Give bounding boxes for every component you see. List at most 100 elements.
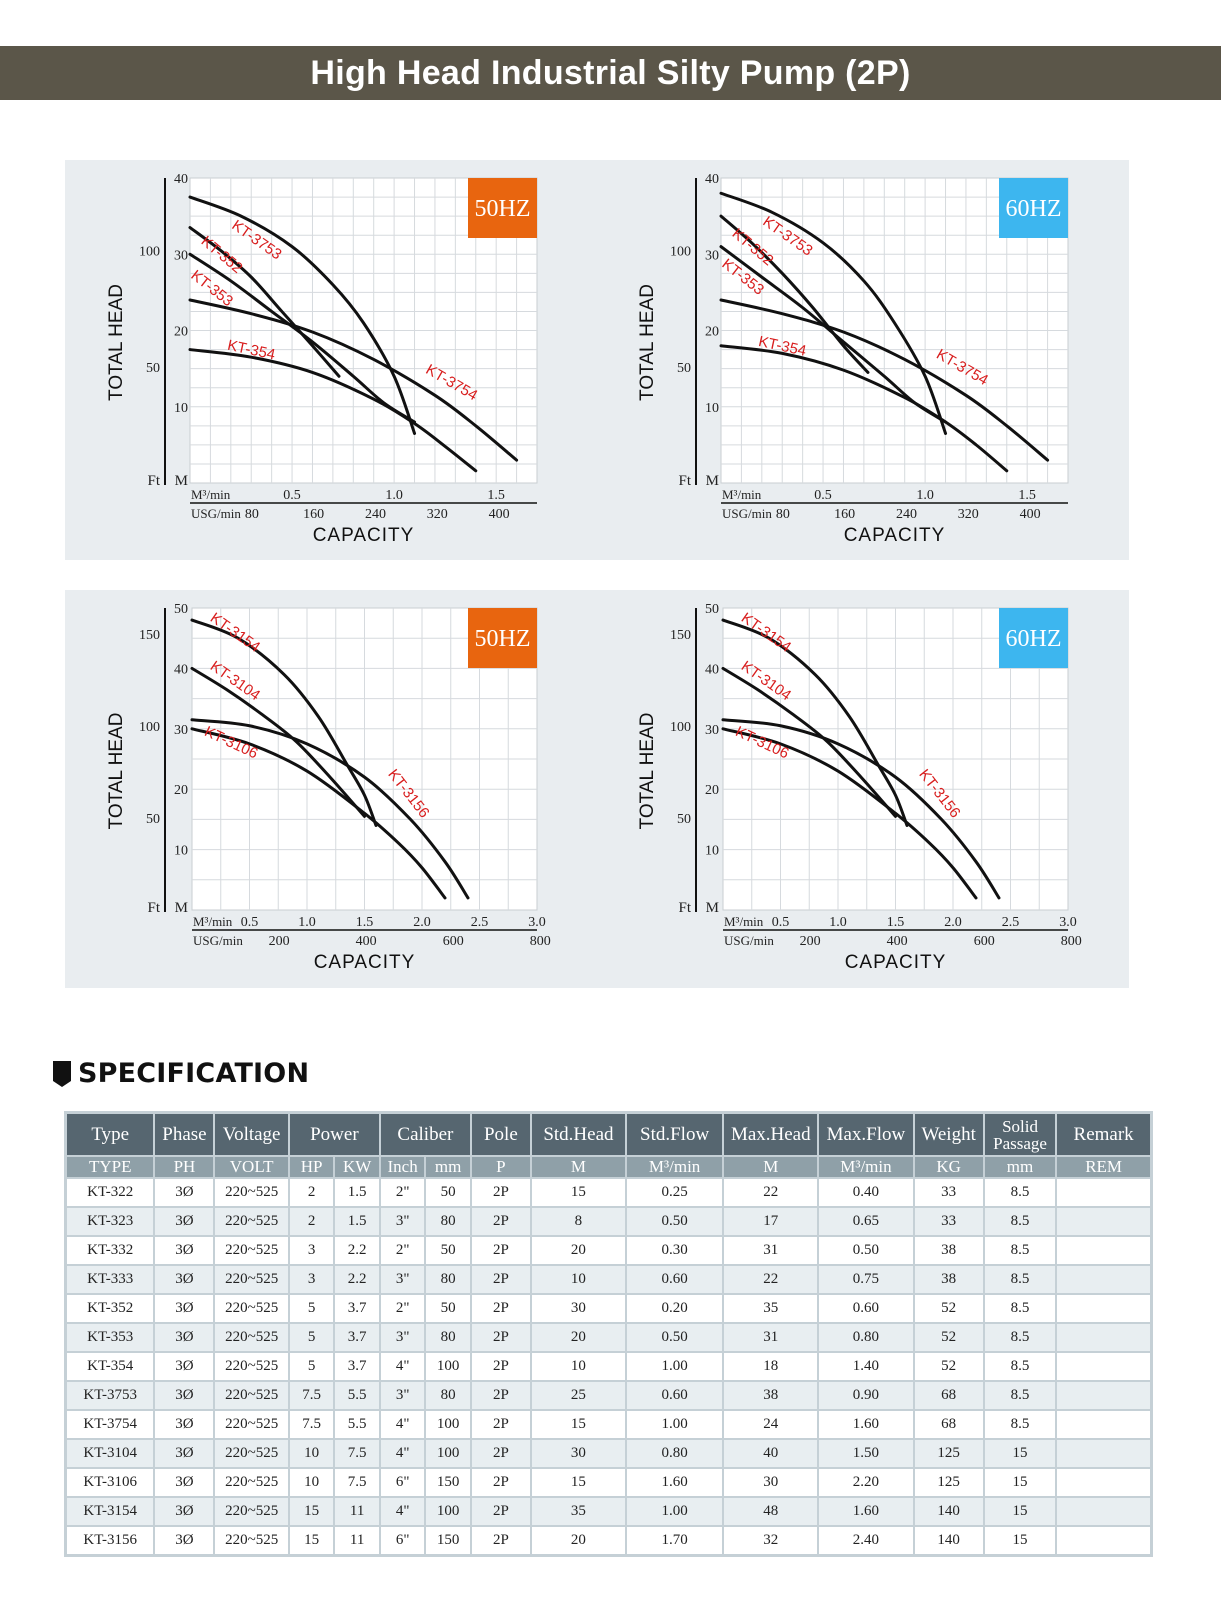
table-cell xyxy=(1055,1409,1153,1440)
x-unit-m3: M³/min xyxy=(191,487,231,502)
unit-header: P xyxy=(469,1155,532,1179)
x-tick-label-m3: 3.0 xyxy=(528,915,546,930)
table-cell: 80 xyxy=(424,1206,472,1237)
curve-kt-3156 xyxy=(190,718,470,900)
column-header: Max.Head xyxy=(722,1111,820,1157)
y-unit-ft: Ft xyxy=(678,473,691,489)
y-tick-label-m: 40 xyxy=(705,662,719,677)
column-header: Remark xyxy=(1055,1111,1153,1157)
table-cell: 8.5 xyxy=(982,1206,1058,1237)
table-cell: 50 xyxy=(424,1293,472,1324)
chart-large-60hz: TOTAL HEAD 10 20 30 40 50 M 50 100 150 Ft M³/min 0.5… xyxy=(637,602,1082,973)
x-tick-label-m3: 2.5 xyxy=(1002,915,1020,930)
curve-kt-354 xyxy=(719,344,1009,473)
table-cell: 25 xyxy=(529,1380,628,1411)
table-row: KT-3753 3Ø 220~525 7.5 5.5 3" 80 2P 25 0.60 38 0.90… xyxy=(64,1380,1153,1411)
table-cell: 7.5 xyxy=(287,1409,336,1440)
column-header: Std.Flow xyxy=(624,1111,725,1157)
table-cell: 68 xyxy=(912,1380,985,1411)
y-unit-m: M xyxy=(175,473,188,489)
table-cell: 3Ø xyxy=(153,1293,216,1324)
table-cell: 1.00 xyxy=(624,1351,725,1382)
table-cell: 3.7 xyxy=(333,1322,381,1353)
table-cell: KT-354 xyxy=(64,1351,156,1382)
x-tick-label-usg: 400 xyxy=(356,934,377,949)
x-tick-label-usg: 160 xyxy=(303,507,324,522)
table-cell: 0.50 xyxy=(624,1206,725,1237)
table-cell: 8.5 xyxy=(982,1380,1058,1411)
y-tick-label-ft: 50 xyxy=(146,361,160,376)
table-cell: 100 xyxy=(424,1409,472,1440)
table-cell: 3Ø xyxy=(153,1467,216,1498)
table-cell: 1.60 xyxy=(624,1467,725,1498)
column-header: Pole xyxy=(469,1111,532,1157)
table-cell: 0.75 xyxy=(817,1264,915,1295)
table-cell: 68 xyxy=(912,1409,985,1440)
y-tick-label-ft: 100 xyxy=(139,245,160,260)
frequency-badge-label: 50HZ xyxy=(475,626,531,652)
curve-kt-3754 xyxy=(188,298,519,462)
x-tick-label-m3: 2.0 xyxy=(413,915,431,930)
table-cell: 80 xyxy=(424,1264,472,1295)
table-cell: 7.5 xyxy=(287,1380,336,1411)
table-cell: 8.5 xyxy=(982,1322,1058,1353)
table-cell: 5 xyxy=(287,1293,336,1324)
y-tick-label-m: 30 xyxy=(705,248,719,263)
column-header: Solid Passage xyxy=(982,1111,1058,1157)
table-cell: 2.40 xyxy=(817,1525,915,1557)
table-cell: KT-322 xyxy=(64,1177,156,1208)
table-cell: 10 xyxy=(529,1351,628,1382)
column-header: Weight xyxy=(912,1111,985,1157)
table-cell: 2P xyxy=(469,1264,532,1295)
table-cell: 1.5 xyxy=(333,1177,381,1208)
table-cell: 35 xyxy=(722,1293,820,1324)
table-cell: 220~525 xyxy=(213,1206,290,1237)
table-cell: 20 xyxy=(529,1322,628,1353)
x-tick-label-m3: 1.5 xyxy=(487,488,505,503)
table-cell: 40 xyxy=(722,1438,820,1469)
x-tick-label-usg: 240 xyxy=(896,507,917,522)
table-cell: 11 xyxy=(333,1496,381,1527)
y-tick-label-m: 20 xyxy=(705,325,719,340)
curve-kt-3106 xyxy=(190,727,447,900)
x-tick-label-usg: 200 xyxy=(800,934,821,949)
table-cell: 3 xyxy=(287,1264,336,1295)
table-cell: 24 xyxy=(722,1409,820,1440)
x-unit-usg: USG/min xyxy=(722,506,772,521)
y-tick-label-ft: 50 xyxy=(677,812,691,827)
y-axis-title: TOTAL HEAD xyxy=(637,713,658,830)
table-cell: 11 xyxy=(333,1525,381,1557)
table-cell: 0.60 xyxy=(624,1264,725,1295)
x-tick-label-usg: 600 xyxy=(443,934,464,949)
x-tick-label-usg: 80 xyxy=(245,507,259,522)
x-tick-label-usg: 800 xyxy=(1061,934,1082,949)
table-cell: 8.5 xyxy=(982,1264,1058,1295)
y-tick-label-m: 20 xyxy=(705,783,719,798)
table-cell: 48 xyxy=(722,1496,820,1527)
curve-kt-3754 xyxy=(719,298,1050,462)
x-tick-label-usg: 400 xyxy=(887,934,908,949)
table-cell: KT-353 xyxy=(64,1322,156,1353)
table-cell xyxy=(1055,1293,1153,1324)
table-cell: 125 xyxy=(912,1438,985,1469)
y-tick-label-m: 50 xyxy=(174,602,188,617)
x-tick-label-usg: 160 xyxy=(834,507,855,522)
y-tick-label-ft: 150 xyxy=(139,628,160,643)
table-cell: 31 xyxy=(722,1322,820,1353)
table-cell: 2" xyxy=(378,1177,427,1208)
table-cell: 17 xyxy=(722,1206,820,1237)
table-cell: 100 xyxy=(424,1496,472,1527)
unit-header: mm xyxy=(424,1155,472,1179)
table-cell: 3Ø xyxy=(153,1351,216,1382)
column-header: Voltage xyxy=(213,1111,290,1157)
table-cell xyxy=(1055,1235,1153,1266)
table-cell: 38 xyxy=(912,1235,985,1266)
table-cell: 3Ø xyxy=(153,1206,216,1237)
table-cell: 3Ø xyxy=(153,1525,216,1557)
y-tick-label-m: 10 xyxy=(705,844,719,859)
frequency-badge-label: 60HZ xyxy=(1006,196,1062,222)
x-tick-label-usg: 320 xyxy=(958,507,979,522)
x-tick-label-m3: 0.5 xyxy=(814,488,832,503)
table-header-row: Type Phase Voltage Power Caliber Pole Std.Head… xyxy=(64,1111,1153,1157)
x-tick-label-m3: 1.5 xyxy=(1018,488,1036,503)
